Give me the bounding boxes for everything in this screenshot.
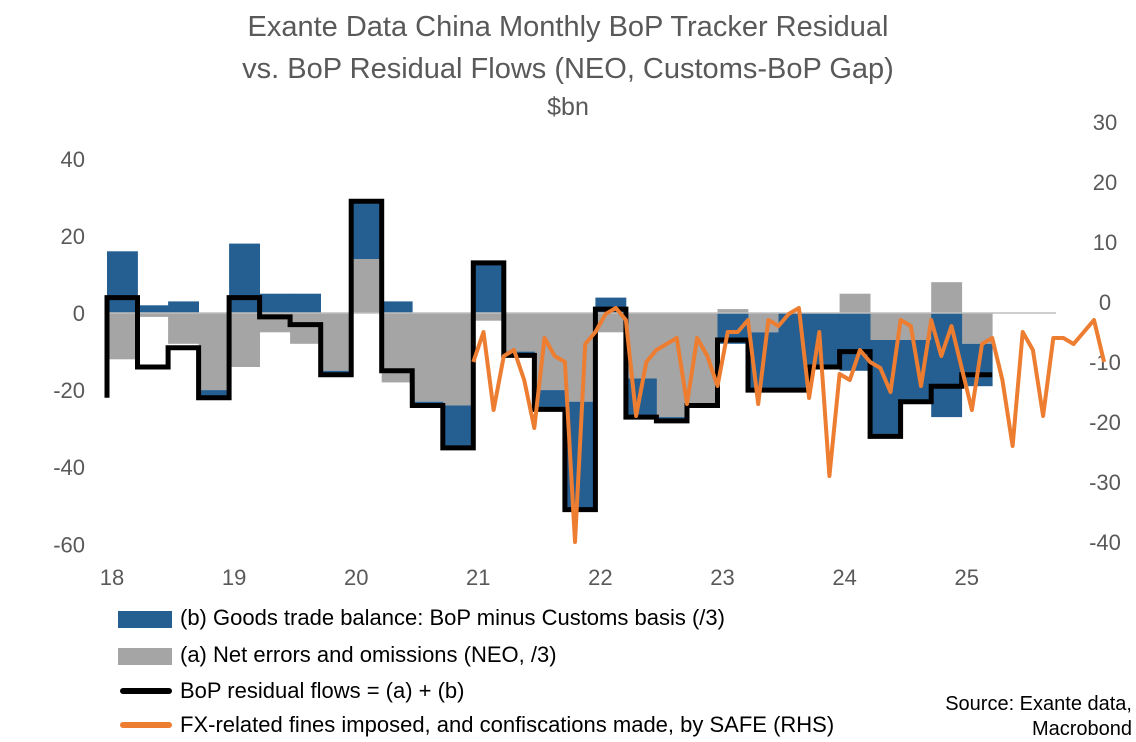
neo-bar bbox=[198, 313, 230, 391]
goods-trade-bar bbox=[137, 305, 169, 313]
x-axis-tick-label: 24 bbox=[832, 565, 856, 590]
neo-bar bbox=[564, 313, 596, 402]
goods-trade-bar bbox=[290, 293, 321, 313]
neo-bar bbox=[137, 313, 169, 317]
goods-trade-bar bbox=[107, 251, 138, 313]
neo-bar bbox=[687, 313, 718, 406]
neo-bar bbox=[320, 313, 352, 371]
neo-bar bbox=[107, 313, 138, 360]
x-axis-tick-label: 20 bbox=[344, 565, 368, 590]
legend-label-neo: (a) Net errors and omissions (NEO, /3) bbox=[180, 642, 557, 667]
right-axis-tick-label: 0 bbox=[1099, 290, 1111, 315]
left-axis-ticks: -60 -40 -20 0 20 40 bbox=[53, 147, 85, 557]
left-axis-tick-label: 20 bbox=[61, 224, 85, 249]
right-axis-tick-label: -20 bbox=[1089, 410, 1121, 435]
source-line-1: Source: Exante data, bbox=[945, 693, 1132, 715]
chart-title: Exante Data China Monthly BoP Tracker Re… bbox=[247, 11, 889, 43]
bop-residual-line bbox=[104, 198, 993, 513]
neo-bar bbox=[839, 293, 871, 313]
goods-trade-bar bbox=[442, 405, 474, 448]
fx-fines-line bbox=[471, 306, 1107, 544]
neo-bar bbox=[290, 313, 321, 344]
x-axis-tick-label: 19 bbox=[222, 565, 246, 590]
neo-bar bbox=[900, 313, 932, 340]
left-axis-tick-label: 0 bbox=[73, 301, 85, 326]
goods-trade-bar bbox=[168, 301, 199, 313]
x-axis-tick-label: 23 bbox=[710, 565, 734, 590]
legend-label-fx: FX-related fines imposed, and confiscati… bbox=[180, 712, 835, 737]
right-axis-tick-label: 20 bbox=[1093, 170, 1117, 195]
x-axis-tick-label: 18 bbox=[100, 565, 124, 590]
neo-bar bbox=[931, 282, 963, 313]
right-axis-tick-label: 30 bbox=[1093, 110, 1117, 135]
goods-trade-bar bbox=[381, 301, 413, 313]
x-axis-ticks: 18 19 20 21 22 23 24 25 bbox=[100, 565, 979, 590]
goods-trade-bar bbox=[351, 201, 383, 259]
left-axis-tick-label: -60 bbox=[53, 532, 85, 557]
goods-trade-bar bbox=[198, 390, 230, 398]
source-line-2: Macrobond bbox=[1031, 718, 1132, 740]
legend-swatch-neo bbox=[118, 648, 172, 665]
legend-label-residual: BoP residual flows = (a) + (b) bbox=[180, 678, 465, 703]
left-axis-tick-label: -20 bbox=[53, 378, 85, 403]
goods-trade-bar bbox=[473, 262, 505, 313]
source-note: Source: Exante data, Macrobond bbox=[945, 692, 1132, 742]
x-axis-tick-label: 21 bbox=[466, 565, 490, 590]
neo-bars bbox=[107, 259, 993, 418]
right-axis-tick-label: -30 bbox=[1089, 470, 1121, 495]
neo-bar bbox=[412, 313, 444, 402]
left-axis-tick-label: -40 bbox=[53, 455, 85, 480]
legend-swatch-fx bbox=[120, 722, 172, 728]
legend-swatch-goods-trade bbox=[118, 611, 172, 628]
neo-bar bbox=[717, 309, 749, 313]
left-axis-tick-label: 40 bbox=[61, 147, 85, 172]
right-axis-tick-label: -40 bbox=[1089, 530, 1121, 555]
neo-bar bbox=[442, 313, 474, 406]
legend-swatch-residual bbox=[120, 688, 172, 694]
neo-bar bbox=[351, 259, 383, 313]
neo-bar bbox=[870, 313, 901, 340]
goods-trade-bar bbox=[229, 243, 260, 313]
x-axis-tick-label: 22 bbox=[588, 565, 612, 590]
x-axis-tick-label: 25 bbox=[954, 565, 978, 590]
legend-label-goods-trade: (b) Goods trade balance: BoP minus Custo… bbox=[180, 605, 725, 630]
right-axis-ticks: -40 -30 -20 -10 0 10 20 30 bbox=[1089, 110, 1121, 555]
neo-bar bbox=[229, 313, 260, 367]
chart-subtitle: vs. BoP Residual Flows (NEO, Customs-BoP… bbox=[242, 53, 894, 85]
goods-trade-bar bbox=[931, 313, 963, 418]
neo-bar bbox=[503, 313, 535, 352]
neo-bar bbox=[168, 313, 199, 344]
neo-bar bbox=[748, 313, 779, 333]
neo-bar bbox=[473, 313, 505, 321]
chart-unit: $bn bbox=[547, 93, 589, 121]
right-axis-tick-label: 10 bbox=[1093, 230, 1117, 255]
goods-trade-bar bbox=[259, 293, 291, 313]
goods-trade-bar bbox=[534, 390, 566, 410]
right-axis-tick-label: -10 bbox=[1089, 350, 1121, 375]
